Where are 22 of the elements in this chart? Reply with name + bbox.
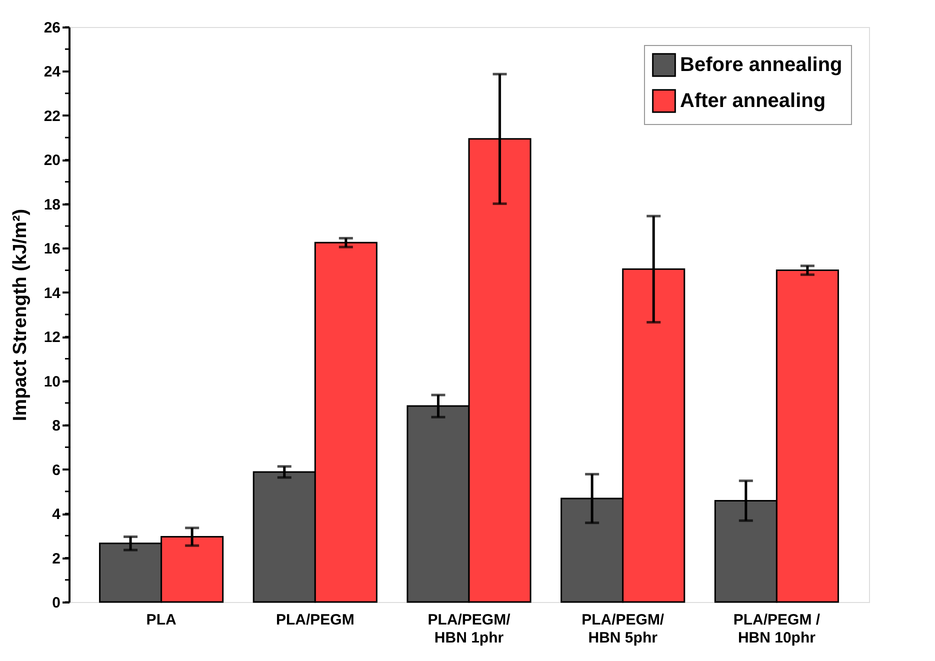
y-tick-label: 20 [44,152,60,170]
legend-label: Before annealing [680,54,842,76]
y-tick-label: 8 [52,418,60,435]
y-tick-label: 12 [44,329,60,346]
y-tick-label: 18 [44,196,60,214]
x-tick-label: PLA [146,612,176,628]
y-tick-label: 16 [44,240,60,258]
y-tick-label: 2 [52,550,60,568]
y-tick-label: 0 [52,594,60,612]
y-tick-label: 26 [44,20,60,36]
x-tick-label: PLA/PEGM [276,612,354,628]
x-tick-label: PLA/PEGM/ HBN 1phr [428,612,512,646]
y-tick-label: 24 [44,64,62,81]
y-axis-title: Impact Strength (kJ/m²) [10,208,31,422]
legend-label: After annealing [680,90,826,112]
y-tick-label: 22 [44,108,60,125]
y-tick-label: 10 [44,373,60,390]
y-tick-label: 4 [52,506,62,524]
x-tick-label: PLA/PEGM / HBN 10phr [733,612,821,646]
y-tick-label: 14 [44,284,62,302]
y-tick-label: 6 [52,462,60,479]
x-tick-label: PLA/PEGM/ HBN 5phr [582,612,665,646]
